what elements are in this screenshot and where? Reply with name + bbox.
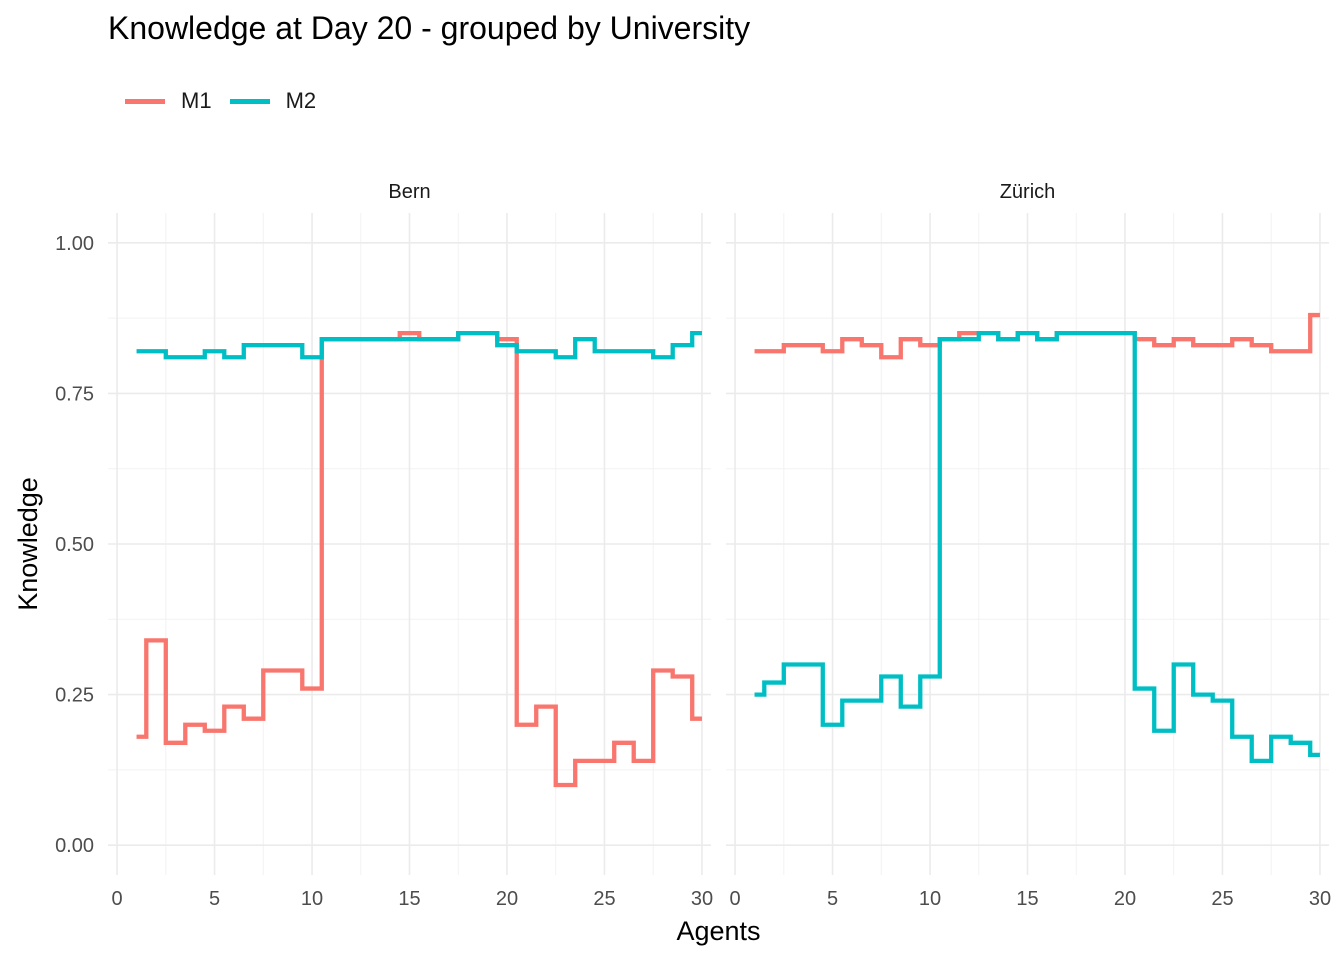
chart-title: Knowledge at Day 20 - grouped by Univers…	[108, 10, 751, 46]
x-tick-label: 20	[1114, 888, 1136, 910]
y-tick-label: 0.25	[55, 685, 94, 707]
y-axis-title: Knowledge	[13, 477, 43, 611]
y-tick-label: 0.00	[55, 835, 94, 857]
legend-key-m2	[229, 98, 270, 104]
x-tick-label: 15	[1016, 888, 1038, 910]
legend-item-m1: M1	[125, 88, 212, 114]
series-line-m2	[754, 331, 1320, 764]
x-tick-label: 5	[209, 888, 220, 910]
legend-label-m2: M2	[285, 88, 317, 113]
facet-strip-label: Zürich	[1000, 181, 1056, 203]
x-tick-label: 5	[827, 888, 838, 910]
y-tick-label: 1.00	[55, 233, 94, 255]
x-axis-title: Agents	[676, 916, 760, 946]
x-tick-label: 10	[301, 888, 323, 910]
legend: M1 M2	[125, 86, 334, 116]
x-tick-label: 20	[496, 888, 518, 910]
x-tick-label: 25	[1211, 888, 1233, 910]
facet-strip-label: Bern	[388, 181, 430, 203]
x-tick-label: 0	[729, 888, 740, 910]
y-tick-label: 0.75	[55, 383, 94, 405]
x-tick-label: 30	[1309, 888, 1331, 910]
legend-item-m2: M2	[229, 88, 317, 114]
legend-key-m1	[125, 98, 165, 104]
x-tick-label: 15	[398, 888, 420, 910]
series-line-m1	[136, 331, 702, 788]
x-tick-label: 0	[111, 888, 122, 910]
x-tick-label: 10	[919, 888, 941, 910]
series-line-m2	[136, 331, 702, 360]
legend-label-m1: M1	[181, 88, 212, 113]
x-tick-label: 30	[691, 888, 713, 910]
x-tick-label: 25	[593, 888, 615, 910]
y-tick-label: 0.50	[55, 534, 94, 556]
